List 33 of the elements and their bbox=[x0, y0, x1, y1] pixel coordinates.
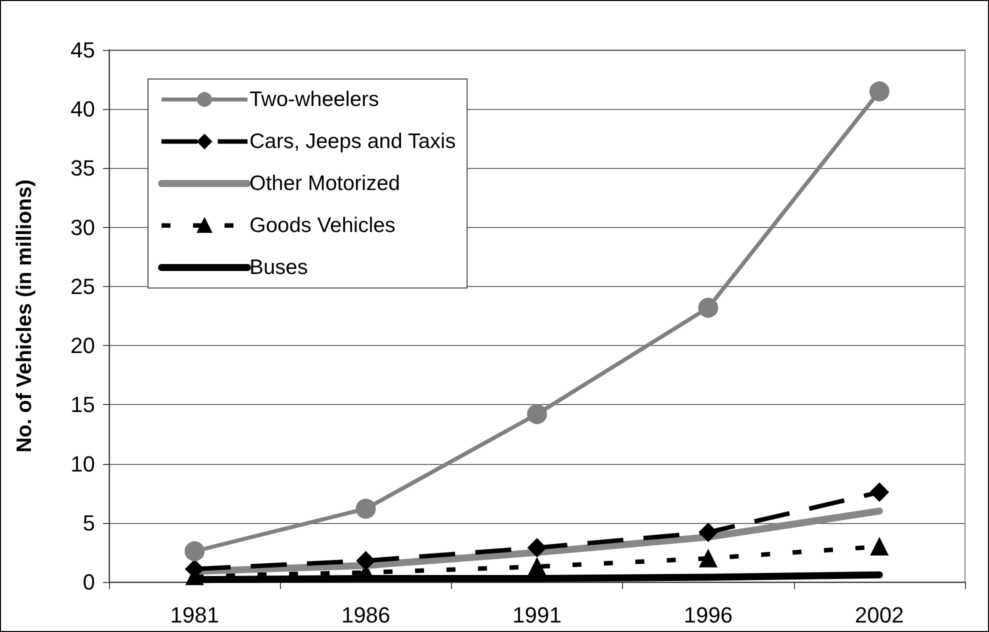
y-tick-label: 25 bbox=[70, 274, 95, 299]
point bbox=[356, 498, 376, 519]
point bbox=[699, 549, 718, 568]
y-tick-label: 45 bbox=[70, 38, 95, 62]
legend-label: Two-wheelers bbox=[250, 88, 380, 111]
y-tick-label: 40 bbox=[70, 96, 95, 122]
legend-label: Cars, Jeeps and Taxis bbox=[250, 130, 456, 153]
point bbox=[698, 298, 718, 318]
point bbox=[869, 81, 890, 102]
y-axis-title: No. of Vehicles (in millions) bbox=[13, 179, 36, 453]
x-tick-label: 1996 bbox=[684, 602, 733, 628]
y-tick-label: 5 bbox=[82, 510, 95, 536]
point bbox=[698, 522, 718, 542]
point bbox=[184, 541, 205, 562]
y-tick-label: 30 bbox=[70, 214, 95, 240]
x-tick-label: 1981 bbox=[170, 602, 220, 628]
y-tick-label: 20 bbox=[70, 333, 95, 358]
y-tick-label: 10 bbox=[70, 451, 95, 476]
point bbox=[527, 404, 547, 424]
y-tick-label: 0 bbox=[82, 570, 95, 594]
y-tick-label: 35 bbox=[70, 156, 95, 181]
point bbox=[870, 538, 888, 556]
legend-label: Buses bbox=[250, 256, 308, 279]
point bbox=[870, 482, 889, 502]
legend-label: Other Motorized bbox=[250, 172, 400, 195]
y-tick-label: 15 bbox=[70, 392, 95, 418]
legend-label: Goods Vehicles bbox=[250, 214, 396, 237]
x-tick-label: 1986 bbox=[341, 602, 390, 628]
x-tick-label: 1991 bbox=[512, 602, 562, 628]
x-tick-label: 2002 bbox=[854, 602, 904, 628]
point bbox=[528, 558, 546, 576]
point bbox=[356, 551, 376, 570]
point bbox=[528, 538, 546, 558]
